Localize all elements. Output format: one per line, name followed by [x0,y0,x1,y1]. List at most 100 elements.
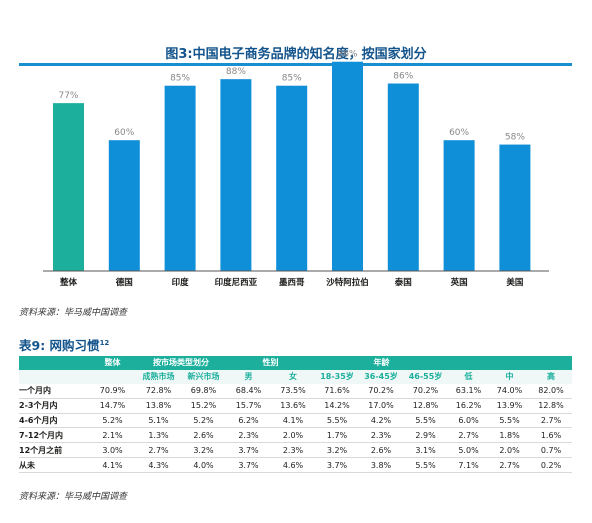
bar-chart: 77% 整体 60% 德国 85% 印度 88% 印度尼西亚 85% 墨西哥 96% 沙特阿拉伯 86%… [43,50,549,288]
category-label: 墨西哥 [279,277,305,288]
bar-value-label: 58% [505,133,525,143]
category-label: 整体 [60,277,78,288]
table-cell: 4.6% [271,457,315,474]
category-label: 英国 [450,277,468,288]
table-cell: 14.7% [89,398,136,414]
row-label: 从未 [19,457,89,474]
table-cell: 68.4% [226,383,271,399]
bar-value-label: 77% [58,91,78,101]
table-cell: 82.0% [530,383,573,399]
table-cell: 70.9% [89,383,136,399]
bar-value-label: 85% [170,74,190,84]
group-header: 年龄 [315,356,449,370]
sub-header: 46-55岁 [403,369,449,384]
table-cell: 4.1% [271,413,315,429]
table-cell: 17.0% [359,398,403,414]
sub-header: 男 [226,369,271,384]
table-cell: 1.7% [315,427,359,444]
table-cell: 3.0% [89,442,136,459]
bar-value-label: 60% [449,128,469,138]
table-cell: 14.2% [315,398,359,414]
sub-header: 低 [448,369,490,384]
table-cell: 5.0% [448,442,490,459]
table-cell: 2.0% [489,442,531,459]
table-title: 表9: 网购习惯12 [19,335,109,354]
table-cell: 4.0% [181,457,226,474]
row-label: 4-6个月内 [19,413,89,429]
table-cell: 3.1% [403,442,449,459]
category-label: 沙特阿拉伯 [326,277,369,288]
table-group-header-row: 整体 按市场类型划分 性别 年龄 [19,356,573,370]
sub-header: 18-35岁 [315,369,359,384]
table-row: 4-6个月内 5.2% 5.1% 5.2% 6.2% 4.1% 5.5% 4.2% 5.5% 6.… [19,413,573,429]
bar-value-label: 85% [282,74,302,84]
table-cell: 13.8% [136,398,181,414]
table-sub-header-row: 成熟市场 新兴市场男女 18-35岁 36-45岁 46-55岁低中高 [19,369,573,384]
table-cell: 2.0% [271,427,315,444]
figure-title: 图3:中国电子商务品牌的知名度，按国家划分 [165,47,427,62]
category-label: 印度 [172,277,190,288]
table-row: 7-12个月内 2.1% 1.3% 2.6% 2.3% 2.0% 1.7% 2.3% 2.9% 2… [19,427,573,444]
row-label: 2-3个月内 [19,398,89,414]
table-cell: 5.2% [181,413,226,429]
table-cell: 2.3% [226,427,271,444]
table-cell: 2.6% [181,427,226,444]
row-label: 一个月内 [19,383,89,399]
table-cell: 5.5% [403,457,449,474]
bar [276,85,308,271]
table-cell: 2.6% [359,442,403,459]
table-cell: 2.7% [489,457,531,474]
group-header [448,356,573,370]
bar [108,140,140,271]
table-cell: 70.2% [359,383,403,399]
table-cell: 16.2% [448,398,490,414]
table-body: 一个月内 70.9% 72.8% 69.8% 68.4% 73.5% 71.6% 70.2% 7… [19,383,573,474]
bar [53,103,84,271]
table-cell: 1.8% [489,427,531,444]
table-cell: 2.7% [448,427,490,444]
table-cell: 12.8% [403,398,449,414]
table-row: 12个月之前 3.0% 2.7% 3.2% 3.7% 2.3% 3.2% 2.6% 3.1% 5.… [19,442,573,459]
table-row: 一个月内 70.9% 72.8% 69.8% 68.4% 73.5% 71.6% 70.2% 7… [19,383,573,399]
table-cell: 72.8% [136,383,181,399]
table-cell: 2.3% [359,427,403,444]
group-header: 整体 [89,356,136,370]
group-header: 按市场类型划分 [136,356,226,370]
table-cell: 0.2% [530,457,573,474]
table-cell: 3.7% [315,457,359,474]
table-cell: 7.1% [448,457,490,474]
table-cell: 15.2% [181,398,226,414]
bar-value-label: 86% [393,72,413,82]
group-header: 性别 [226,356,315,370]
table-cell: 15.7% [226,398,271,414]
category-label: 印度尼西亚 [215,277,258,288]
sub-header: 新兴市场 [181,369,226,384]
row-label: 12个月之前 [19,442,89,459]
table-cell: 4.2% [359,413,403,429]
table-cell: 13.6% [271,398,315,414]
table-row: 2-3个月内 14.7% 13.8% 15.2% 15.7% 13.6% 14.2% 17.0… [19,398,573,414]
sub-header [89,369,136,384]
bar [332,61,363,271]
bar [164,85,196,271]
bar-value-label: 88% [226,67,246,77]
figure-source: 资料来源：毕马威中国调查 [19,308,128,318]
table-source: 资料来源：毕马威中国调查 [19,492,128,502]
table-cell: 0.7% [530,442,573,459]
table-cell: 5.1% [136,413,181,429]
table-title-text: 表9: 网购习惯 [19,338,100,353]
table-cell: 2.7% [136,442,181,459]
sub-header: 女 [271,369,315,384]
table-cell: 3.7% [226,442,271,459]
table-cell: 2.7% [530,413,573,429]
table-row: 从未 4.1% 4.3% 4.0% 3.7% 4.6% 3.7% 3.8% 5.5% 7.1% 2.… [19,457,573,474]
sub-header: 成熟市场 [136,369,181,384]
shopping-habits-table: 整体 按市场类型划分 性别 年龄 成熟市场 新兴市场男女 18-35岁 36-45岁 46-5… [19,356,573,474]
table-cell: 3.8% [359,457,403,474]
table-cell: 13.9% [489,398,531,414]
table-title-footnote: 12 [99,338,110,347]
bar [387,83,419,272]
category-label: 德国 [116,277,133,288]
table-cell: 12.8% [530,398,573,414]
table-cell: 3.2% [315,442,359,459]
